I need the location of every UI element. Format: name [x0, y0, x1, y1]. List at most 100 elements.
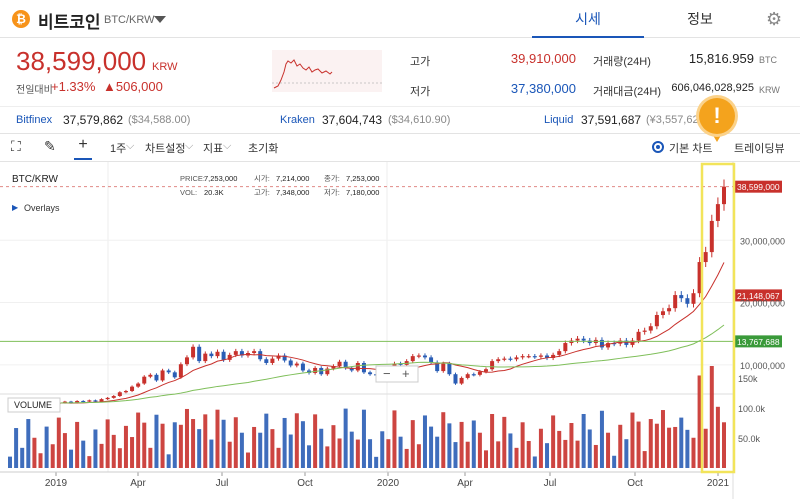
volume-bar [270, 429, 275, 468]
volume-bar [264, 413, 269, 468]
volume-bar [606, 432, 611, 468]
turnover-label: 거래대금(24H) [593, 86, 661, 98]
volume-bar [673, 426, 678, 468]
candle-body [136, 383, 141, 387]
ohlc-open-label: 시가: [254, 174, 270, 183]
ohlc-close-value: 7,253,000 [346, 174, 379, 183]
candle-body [612, 343, 617, 345]
reset-button[interactable]: 초기화 [248, 143, 279, 155]
volume-bar [581, 414, 586, 468]
bitcoin-icon: ₿ [12, 10, 30, 28]
volume-bar [667, 427, 672, 468]
exchange-usd-bitfinex: ($34,588.00) [128, 114, 191, 126]
ohlc-open-value: 7,214,000 [276, 174, 309, 183]
volume-bar [624, 439, 629, 468]
crosshair-icon[interactable]: + [74, 136, 92, 160]
candle-body [606, 343, 611, 348]
volume-bar [313, 414, 318, 468]
volume-bar [465, 441, 470, 468]
volume-bar [538, 428, 543, 468]
candle-body [691, 293, 696, 304]
volume-bar [50, 444, 55, 468]
candle-body [130, 386, 135, 392]
volume-bar [337, 438, 342, 468]
basic-chart-radio[interactable] [652, 141, 664, 153]
volume-bar [8, 456, 12, 468]
volume-bar [612, 455, 617, 468]
volume-bar [44, 426, 49, 468]
volume-bar [551, 415, 556, 468]
tab-market[interactable]: 시세 [532, 0, 644, 38]
candle-body [300, 363, 305, 371]
candle-body [87, 400, 92, 402]
candle-body [654, 315, 659, 327]
volume-bar [87, 456, 92, 468]
tab-info[interactable]: 정보 [687, 11, 713, 27]
volume-bar [26, 419, 31, 468]
current-price: 38,599,000 [16, 46, 147, 76]
volume-bar [648, 419, 653, 468]
volume-bar [679, 417, 684, 468]
interval-select[interactable]: 1주 [110, 143, 127, 155]
volume-bar [355, 439, 360, 468]
volume-bar [105, 419, 110, 468]
coin-pair: BTC/KRW [104, 14, 155, 26]
volume-bar [282, 417, 287, 468]
volume-bar [325, 446, 330, 468]
volume-bar [123, 425, 128, 468]
candle-body [709, 220, 714, 253]
volume-bar [587, 429, 592, 468]
candle-body [435, 362, 440, 372]
candle-body [343, 361, 348, 368]
price-chart[interactable]: 38,599,000 21,148,067 13,767,688 30,000,00… [0, 162, 800, 499]
ohlc-low-label: 저가: [324, 188, 340, 197]
candle-body [282, 355, 287, 361]
y-tick-label: 20,000,000 [740, 299, 785, 309]
candle-body [313, 367, 318, 373]
coin-dropdown-chevron-icon[interactable] [154, 16, 166, 23]
candle-body [337, 361, 342, 367]
volume-bar [160, 423, 165, 468]
fullscreen-icon[interactable]: ⛶ [11, 138, 21, 154]
candle-body [123, 391, 128, 393]
price-marker-badge [734, 335, 782, 348]
candle-body [355, 362, 360, 371]
volume-bar [374, 456, 379, 468]
volume-bar [62, 433, 67, 468]
chart-toolbar: ⛶ ✎ + 1주 ⌵ 차트설정 ⌵ 지표 ⌵ 초기화 기본 차트 트레이딩뷰 [0, 134, 800, 162]
candle-body [660, 311, 665, 316]
volume-bar [660, 410, 665, 468]
candle-body [307, 370, 312, 373]
volume-unit: BTC [759, 55, 777, 65]
candle-body [673, 295, 678, 309]
volume-bar [520, 422, 525, 468]
candle-body [490, 361, 495, 370]
candle-body [599, 339, 604, 348]
volume-bar [691, 437, 696, 468]
candle-body [325, 368, 330, 375]
volume-bar [154, 414, 159, 468]
indicators-menu[interactable]: 지표 [203, 143, 224, 155]
candle-body [398, 363, 403, 365]
candle-body [715, 204, 720, 221]
volume-bar [215, 409, 220, 468]
overlays-label: Overlays [24, 203, 60, 213]
indicators-chevron-icon: ⌵ [223, 140, 232, 152]
candle-body [62, 401, 67, 403]
volume-bar [172, 422, 177, 468]
tradingview-link[interactable]: 트레이딩뷰 [734, 143, 785, 155]
volume-bar [99, 443, 104, 468]
candle-body [520, 356, 525, 358]
volume-bar [599, 410, 604, 468]
volume-bar [526, 441, 531, 468]
zoom-in-button: + [402, 366, 410, 381]
volume-label: 거래량(24H) [593, 56, 651, 68]
chart-settings-menu[interactable]: 차트설정 [145, 143, 186, 155]
candle-body [69, 401, 74, 403]
volume-bar [343, 408, 348, 468]
gear-icon[interactable]: ⚙ [766, 9, 783, 29]
exchange-price-liquid: 37,591,687 [581, 113, 642, 127]
pencil-icon[interactable]: ✎ [44, 138, 56, 154]
candle-body [465, 374, 470, 378]
candle-body [215, 351, 220, 357]
